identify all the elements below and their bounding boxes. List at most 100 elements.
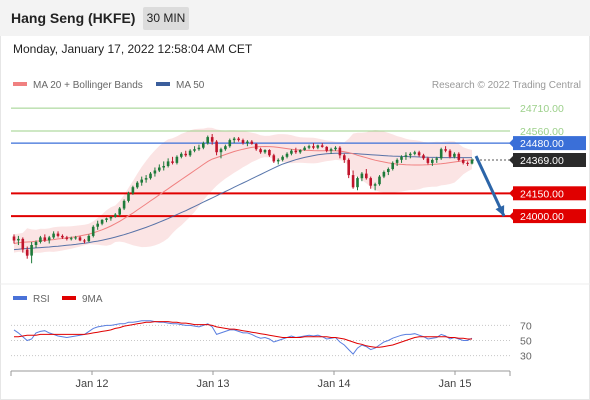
candle-body [254, 143, 258, 150]
ma20-label: MA 20 + Bollinger Bands [33, 80, 143, 91]
candle-body [250, 141, 254, 144]
ma50-label: MA 50 [176, 80, 205, 91]
candle-body [382, 172, 386, 177]
candle-body [69, 238, 73, 240]
candle-body [365, 173, 368, 179]
candle-body [400, 156, 403, 160]
candle-body [312, 146, 315, 148]
candle-body [325, 146, 328, 151]
candle-body [184, 153, 187, 156]
candle-body [232, 138, 236, 141]
chart-header: Hang Seng (HKFE) 30 MIN [0, 0, 590, 36]
candle-body [224, 146, 227, 150]
candle-body [21, 238, 25, 250]
level-box-24150 [513, 186, 586, 201]
candle-body [281, 156, 284, 160]
candle-body [74, 237, 77, 239]
x-axis-label: Jan 12 [75, 378, 108, 390]
candle-body [404, 155, 408, 157]
candle-body [153, 170, 157, 174]
rsi-line [13, 320, 473, 355]
candle-body [378, 176, 381, 185]
candle-body [360, 173, 364, 179]
legend-rsi: RSI [13, 294, 50, 305]
candle-body [320, 145, 324, 147]
legend-9ma: 9MA [62, 294, 103, 305]
candle-body [127, 193, 130, 201]
candle-body [25, 249, 29, 256]
9ma-label: 9MA [82, 294, 103, 305]
candle-body [17, 238, 20, 241]
candle-body [470, 160, 474, 164]
candle-body [144, 178, 148, 180]
candle-body [30, 245, 33, 256]
candle-body [387, 169, 390, 172]
rsi-tick-label-70: 70 [520, 320, 532, 332]
candle-body [210, 137, 214, 142]
candle-body [43, 237, 47, 241]
candle-body [448, 150, 452, 157]
candle-body [422, 155, 425, 159]
9ma-swatch [62, 296, 76, 301]
level-label-24369: 24369.00 [520, 155, 564, 167]
candle-body [158, 167, 161, 171]
candle-body [294, 150, 298, 153]
ma20-swatch [13, 82, 27, 87]
ma50-swatch [156, 82, 170, 87]
interval-selector[interactable]: 30 MIN [143, 7, 189, 30]
candle-body [166, 161, 170, 166]
candle-body [56, 233, 60, 236]
candle-body [149, 173, 152, 179]
candle-body [34, 242, 38, 245]
legend-ma50: MA 50 [156, 80, 204, 91]
x-axis-label: Jan 14 [317, 378, 350, 390]
candle-body [290, 150, 293, 154]
candle-body [52, 233, 55, 238]
candle-body [444, 149, 447, 151]
level-box-24369 [513, 153, 586, 167]
candle-body [122, 200, 126, 209]
candle-body [91, 226, 95, 236]
candle-body [395, 159, 399, 163]
candle-body [351, 175, 355, 188]
candle-body [83, 240, 86, 242]
candle-body [100, 219, 104, 224]
rsi-tick-label-30: 30 [520, 351, 532, 363]
level-label-24560: 24560.00 [520, 126, 564, 138]
rsi-tick-label-50: 50 [520, 336, 532, 348]
level-label-24480: 24480.00 [520, 138, 564, 150]
candle-body [241, 140, 245, 144]
candle-body [162, 166, 165, 168]
trend-arrow-shaft [474, 155, 506, 217]
candle-body [338, 147, 342, 156]
candle-body [188, 150, 192, 156]
candle-body [39, 237, 42, 242]
candle-body [439, 149, 443, 159]
candle-body [171, 161, 174, 163]
level-pointer-24480 [509, 139, 513, 148]
ma50-line [13, 152, 472, 251]
candle-body [131, 187, 135, 194]
candle-body [329, 149, 333, 151]
level-box-24000 [513, 209, 586, 224]
level-label-24000: 24000.00 [520, 211, 564, 223]
rsi-swatch [13, 296, 27, 301]
timestamp: Monday, January 17, 2022 12:58:04 AM CET [13, 42, 253, 56]
candle-body [78, 237, 82, 241]
level-pointer-24150 [509, 189, 513, 198]
candle-body [417, 152, 421, 156]
candle-body [12, 236, 16, 241]
candle-body [47, 237, 51, 241]
candle-body [413, 152, 416, 154]
candle-body [175, 156, 179, 163]
candle-body [303, 147, 306, 150]
candle-body [272, 155, 276, 162]
candle-body [316, 145, 320, 148]
candle-body [276, 159, 280, 162]
candle-body [61, 235, 64, 238]
rsi-label: RSI [33, 294, 50, 305]
level-pointer-24369 [509, 156, 513, 164]
legend-ma20: MA 20 + Bollinger Bands [13, 80, 143, 91]
candle-body [431, 159, 434, 163]
